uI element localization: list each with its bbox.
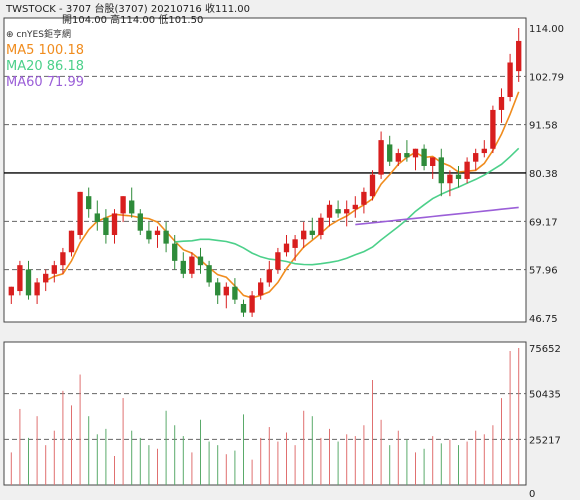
candle-body	[404, 153, 410, 158]
candle-body	[395, 153, 401, 162]
candle-body	[412, 148, 419, 158]
candle-body	[301, 230, 307, 240]
candle-body	[8, 286, 14, 296]
candle-body	[516, 40, 522, 72]
candle-body	[206, 265, 212, 283]
candle-body	[215, 282, 221, 296]
candle-body	[129, 200, 135, 214]
candle-body	[507, 62, 513, 97]
candle-body	[266, 269, 272, 283]
price-axis: 114.00 102.79 91.58 80.38 69.17 57.96 46.75	[529, 24, 564, 325]
candle-body	[275, 252, 281, 270]
candle-body	[473, 153, 479, 162]
candle-body	[111, 213, 118, 235]
candle-body	[180, 260, 186, 274]
candle-body	[68, 230, 75, 253]
volume-grid	[4, 393, 526, 440]
price-tick-label: 57.96	[529, 266, 558, 277]
candle-body	[378, 140, 384, 175]
candle-body	[361, 191, 367, 205]
candle-body	[335, 209, 341, 214]
candles	[8, 28, 522, 317]
candle-body	[86, 196, 92, 210]
candle-body	[387, 144, 393, 162]
candle-body	[17, 265, 23, 292]
candle-body	[25, 269, 32, 296]
volume-panel	[3, 341, 527, 486]
price-tick-label: 46.75	[529, 314, 558, 325]
volume-tick-label: 75652	[529, 344, 561, 355]
price-tick-label: 91.58	[529, 121, 558, 132]
candle-body	[77, 191, 83, 235]
legend-ma60: MA60 71.99	[6, 75, 84, 90]
brand-label: ⊕ cnYES鉅亨網	[6, 28, 71, 40]
candle-body	[232, 286, 238, 300]
candle-body	[154, 230, 161, 235]
candle-body	[292, 239, 298, 248]
candle-body	[258, 282, 264, 296]
volume-tick-label: 0	[529, 489, 535, 500]
candle-body	[283, 243, 290, 253]
candle-body	[481, 148, 487, 154]
price-tick-label: 80.38	[529, 169, 558, 180]
candle-body	[498, 96, 505, 110]
volume-tick-label: 25217	[529, 435, 561, 446]
candle-body	[163, 230, 169, 244]
volume-axis: 75652 50435 25217 0	[529, 344, 561, 500]
candle-body	[344, 209, 350, 214]
candle-body	[455, 174, 462, 179]
candle-body	[34, 282, 40, 296]
ma20-line	[174, 147, 520, 266]
candle-body	[197, 256, 204, 266]
candle-body	[103, 217, 109, 235]
candle-body	[189, 256, 195, 274]
candle-body	[51, 265, 57, 274]
candle-body	[94, 213, 100, 223]
candle-body	[309, 230, 315, 235]
candle-body	[369, 174, 376, 197]
candle-body	[447, 174, 453, 184]
candle-body	[249, 295, 255, 313]
candle-body	[421, 148, 427, 166]
header-line2: 開104.00 高114.00 低101.50	[62, 13, 203, 26]
candle-body	[430, 157, 436, 166]
legend-ma5: MA5 100.18	[6, 43, 84, 58]
price-tick-label: 69.17	[529, 217, 558, 228]
price-tick-label: 114.00	[529, 24, 564, 35]
candle-body	[223, 286, 229, 296]
candle-body	[326, 204, 333, 218]
volume-bars	[10, 348, 520, 485]
ma60-line	[355, 206, 519, 226]
candle-body	[60, 252, 66, 266]
candle-body	[490, 109, 496, 149]
candle-body	[438, 157, 444, 184]
candle-body	[352, 204, 358, 210]
header-line1: TWSTOCK - 3707 台股(3707) 20210716 收111.00	[5, 2, 250, 15]
candle-body	[137, 213, 143, 231]
candle-body	[43, 273, 49, 283]
volume-tick-label: 50435	[529, 390, 561, 401]
price-tick-label: 102.79	[529, 72, 564, 83]
candle-body	[318, 217, 324, 235]
legend-ma20: MA20 86.18	[6, 59, 84, 74]
candle-body	[120, 196, 126, 214]
candle-body	[464, 161, 470, 179]
candle-body	[172, 243, 178, 261]
candle-body	[146, 230, 152, 240]
candle-body	[240, 303, 247, 313]
